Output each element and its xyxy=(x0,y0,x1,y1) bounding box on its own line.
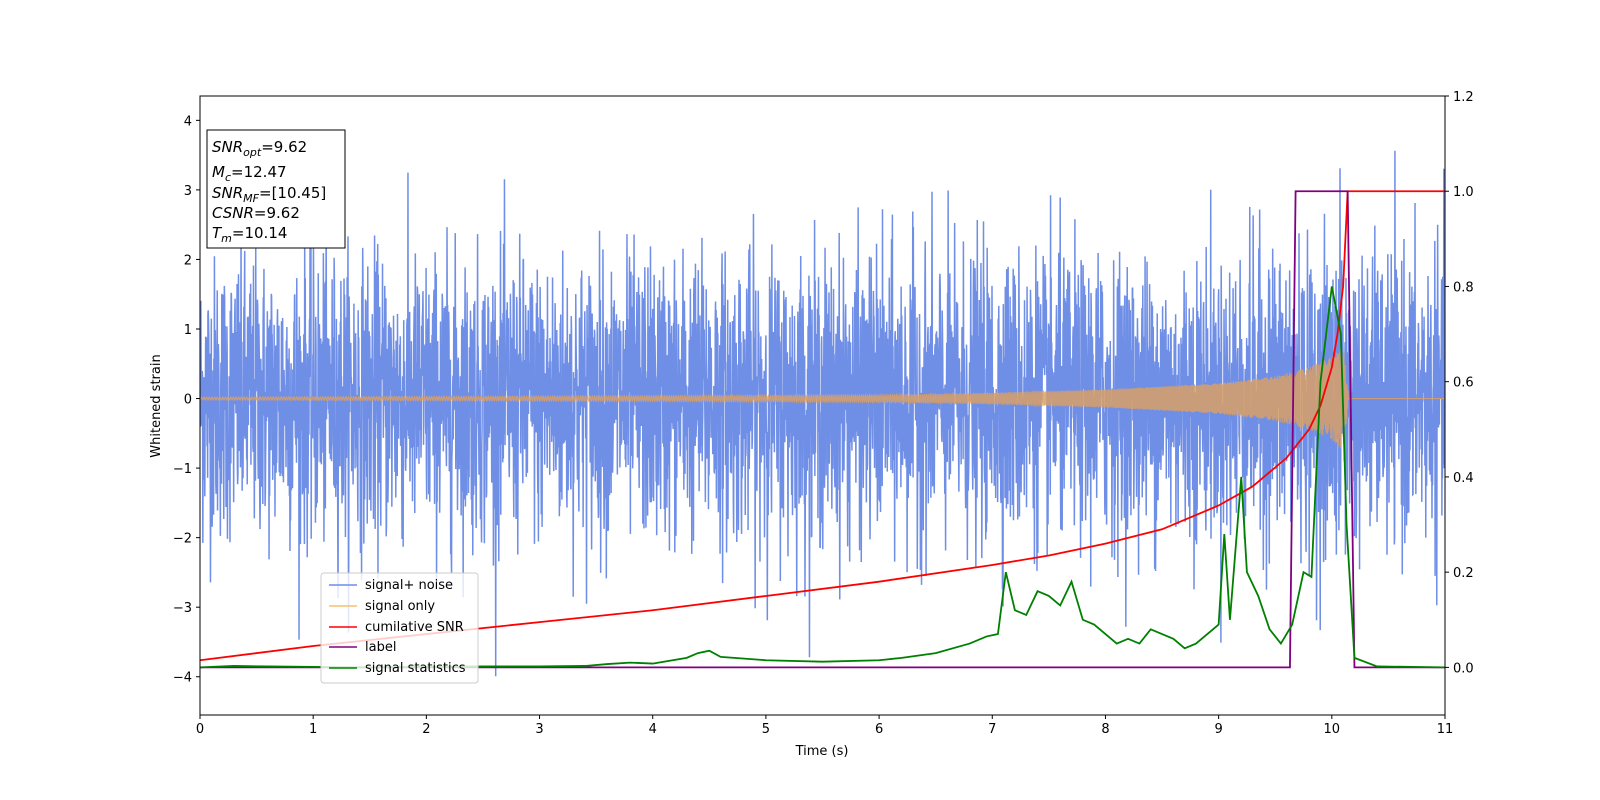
x-tick-label: 0 xyxy=(196,722,204,737)
x-tick-label: 11 xyxy=(1437,722,1454,737)
y-left-tick-label: −2 xyxy=(173,532,192,547)
annotation-csnr: CSNR=9.62 xyxy=(212,204,300,222)
y-right-tick-label: 0.4 xyxy=(1453,471,1474,486)
ann-base: SNR xyxy=(212,138,243,156)
legend-box xyxy=(320,572,479,684)
ann-base: CSNR xyxy=(212,204,254,222)
x-tick-label: 8 xyxy=(1101,722,1109,737)
ann-sub: c xyxy=(225,171,231,184)
annotation-tm: Tm=10.14 xyxy=(212,224,287,245)
y-left-tick-label: 0 xyxy=(184,393,192,408)
ann-value: =10.14 xyxy=(232,224,288,242)
ann-value: =9.62 xyxy=(254,204,300,222)
y-left-tick-label: 3 xyxy=(184,184,192,199)
x-axis-label: Time (s) xyxy=(795,744,849,759)
x-tick-label: 4 xyxy=(649,722,657,737)
y-left-tick-label: 4 xyxy=(184,114,192,129)
x-tick-label: 2 xyxy=(422,722,430,737)
annotation-mc: Mc=12.47 xyxy=(212,163,287,184)
y-right-tick-label: 0.2 xyxy=(1453,566,1474,581)
ann-value: =12.47 xyxy=(231,163,287,181)
ann-sub: m xyxy=(221,232,232,245)
annotation-snr-mf: SNRMF=[10.45] xyxy=(212,184,326,205)
y-left-tick-label: −1 xyxy=(173,462,192,477)
ann-value: =[10.45] xyxy=(259,184,326,202)
y-axis-right: 1.2 1.0 0.8 0.6 0.4 0.2 0.0 xyxy=(1445,90,1474,676)
y-left-tick-label: −3 xyxy=(173,601,192,616)
legend-label-signal-noise: signal+ noise xyxy=(365,578,453,593)
y-axis-left: 4 3 2 1 0 −1 −2 −3 −4 xyxy=(173,114,200,686)
plot-frame xyxy=(199,95,1446,716)
y-right-tick-label: 0.8 xyxy=(1453,280,1474,295)
ann-base: M xyxy=(212,163,225,181)
x-tick-label: 6 xyxy=(875,722,883,737)
x-tick-label: 5 xyxy=(762,722,770,737)
series-signal-only xyxy=(200,349,1445,448)
y-right-tick-label: 0.0 xyxy=(1453,661,1474,676)
x-tick-label: 10 xyxy=(1324,722,1341,737)
x-tick-label: 9 xyxy=(1214,722,1222,737)
y-left-tick-label: −4 xyxy=(173,671,192,686)
series-layer xyxy=(200,150,1445,677)
ann-base: T xyxy=(212,224,223,242)
y-right-tick-label: 0.6 xyxy=(1453,376,1474,391)
annotation-snr-opt: SNRopt=9.62 xyxy=(212,138,307,159)
series-signal-statistics xyxy=(200,286,1445,669)
ann-value: =9.62 xyxy=(261,138,307,156)
x-tick-label: 1 xyxy=(309,722,317,737)
y-right-tick-label: 1.0 xyxy=(1453,185,1474,200)
legend-label-signal-only: signal only xyxy=(365,599,435,614)
x-tick-label: 3 xyxy=(535,722,543,737)
legend-label-signal-statistics: signal statistics xyxy=(365,661,466,676)
ann-sub: MF xyxy=(243,192,259,205)
legend: signal+ noise signal only cumilative SNR… xyxy=(320,572,479,684)
legend-label-label: label xyxy=(365,640,396,655)
series-cumulative-snr xyxy=(200,190,1445,662)
y-right-tick-label: 1.2 xyxy=(1453,90,1474,105)
annotation-box: SNRopt=9.62 Mc=12.47 SNRMF=[10.45] CSNR=… xyxy=(206,129,346,249)
y-left-tick-label: 2 xyxy=(184,253,192,268)
x-axis: 0 1 2 3 4 5 6 7 8 9 10 11 xyxy=(196,715,1453,737)
y-axis-label: Whitened strain xyxy=(149,354,164,457)
y-left-tick-label: 1 xyxy=(184,323,192,338)
x-tick-label: 7 xyxy=(988,722,996,737)
legend-label-cumulative-snr: cumilative SNR xyxy=(365,620,464,635)
series-label xyxy=(200,190,1445,669)
ann-base: SNR xyxy=(212,184,243,202)
ann-sub: opt xyxy=(243,146,262,159)
